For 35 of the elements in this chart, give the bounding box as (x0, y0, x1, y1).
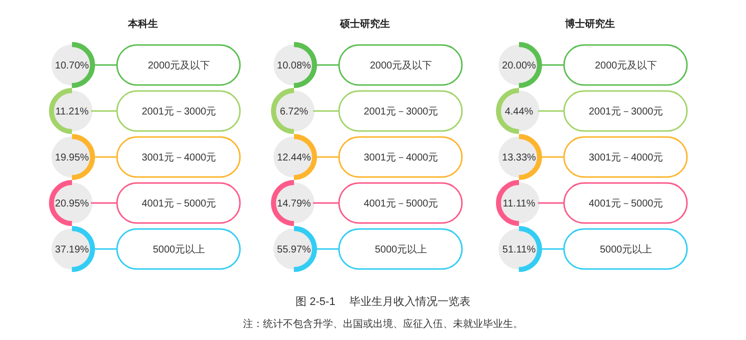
category-label: 4001元－5000元 (142, 198, 216, 210)
data-label: 11.11% (502, 198, 536, 210)
category-label: 2001元－3000元 (588, 106, 664, 118)
data-label: 10.70% (55, 60, 90, 72)
category-label: 3001元－4000元 (588, 152, 664, 164)
category-label: 3001元－4000元 (364, 152, 438, 164)
data-label: 51.11% (502, 244, 536, 256)
data-label: 20.95% (55, 198, 90, 210)
text: 注：统计不包含升学、出国或出境、应征入伍、未就业毕业生。 (243, 318, 523, 330)
category-label: 2000元及以下 (148, 60, 210, 72)
data-label: 55.97% (277, 244, 312, 256)
text: 博士研究生 (564, 18, 615, 30)
data-label: 20.00% (502, 60, 536, 72)
data-label: 19.95% (55, 152, 90, 164)
data-label: 14.79% (277, 198, 312, 210)
category-label: 2001元－3000元 (364, 106, 438, 118)
data-label: 6.72% (280, 106, 308, 118)
data-label: 37.19% (55, 244, 90, 256)
text: 本科生 (127, 18, 158, 30)
category-label: 5000元以上 (374, 244, 428, 256)
category-label: 4001元－5000元 (364, 198, 438, 210)
data-label: 4.44% (504, 106, 534, 118)
category-label: 5000元以上 (152, 244, 206, 256)
text: 硕士研究生 (339, 18, 390, 30)
caption: 图 2-5-1 毕业生月收入情况一览表 (296, 295, 470, 308)
data-label: 11.21% (55, 106, 89, 118)
category-label: 2000元及以下 (370, 60, 432, 72)
data-label: 10.08% (277, 60, 312, 72)
category-label: 2001元－3000元 (142, 106, 216, 118)
data-label: 12.44% (277, 152, 312, 164)
category-label: 3001元－4000元 (142, 152, 216, 164)
data-label: 13.33% (502, 152, 536, 164)
category-label: 4001元－5000元 (588, 198, 664, 210)
category-label: 5000元以上 (600, 244, 652, 256)
category-label: 2000元及以下 (594, 60, 658, 72)
